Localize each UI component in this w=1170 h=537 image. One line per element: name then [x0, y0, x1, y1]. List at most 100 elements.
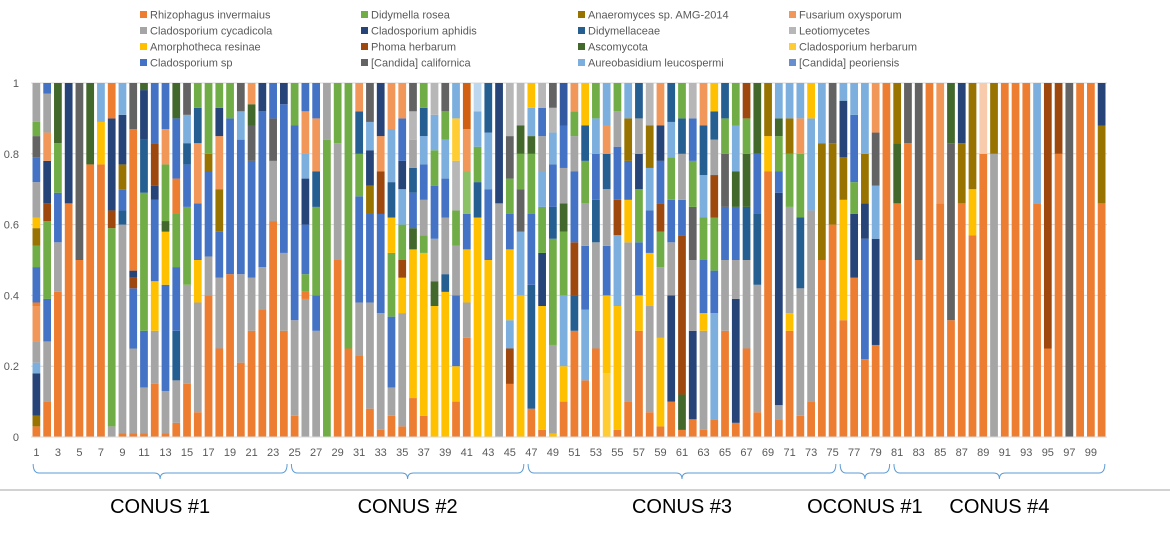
- bar-segment: [656, 203, 665, 232]
- bar-segment: [785, 206, 794, 314]
- bar-segment: [172, 83, 181, 119]
- bar-segment: [473, 146, 482, 183]
- bar-segment: [226, 274, 234, 437]
- bar-segment: [1097, 83, 1106, 126]
- bar-segment: [226, 118, 234, 275]
- x-tick-label: 51: [568, 447, 580, 459]
- sample-bar: [839, 83, 848, 437]
- bar-segment: [678, 235, 686, 395]
- bar-segment: [430, 238, 439, 282]
- x-tick-label: 85: [934, 447, 946, 459]
- sample-bar: [538, 83, 546, 437]
- bar-segment: [398, 224, 407, 260]
- bar-segment: [366, 83, 374, 122]
- bar-segment: [279, 104, 288, 253]
- bar-segment: [882, 83, 891, 437]
- bar-segment: [312, 83, 321, 119]
- bar-segment: [462, 129, 471, 172]
- bar-segment: [688, 160, 697, 207]
- bar-segment: [32, 341, 41, 363]
- bar-segment: [893, 143, 902, 204]
- bar-segment: [947, 320, 955, 437]
- bar-segment: [430, 83, 439, 115]
- sample-bar: [936, 83, 945, 437]
- bar-segment: [559, 231, 568, 296]
- sample-bar: [344, 83, 353, 437]
- bar-segment: [473, 217, 482, 437]
- bar-segment: [301, 298, 310, 437]
- bar-segment: [387, 182, 396, 218]
- bar-segment: [430, 306, 439, 437]
- bar-segment: [957, 83, 966, 144]
- bar-segment: [731, 422, 740, 437]
- legend-label: Aureobasidium leucospermi: [588, 58, 724, 70]
- bar-segment: [54, 291, 62, 437]
- bar-segment: [990, 153, 998, 438]
- legend-swatch: [361, 43, 368, 50]
- gridlines: [31, 82, 1107, 367]
- bar-segment: [742, 260, 751, 349]
- bar-segment: [161, 284, 170, 391]
- bar-segment: [570, 330, 579, 437]
- bar-segment: [871, 132, 880, 186]
- sample-bar: [678, 83, 686, 437]
- bar-segment: [753, 213, 762, 285]
- bar-segment: [678, 199, 686, 236]
- bar-segment: [968, 83, 977, 190]
- bar-segment: [312, 295, 321, 331]
- bar-segment: [183, 284, 191, 384]
- legend-label: Cladosporium herbarum: [799, 42, 917, 54]
- sample-bar: [699, 83, 708, 437]
- bar-segment: [710, 270, 719, 314]
- bar-segment: [204, 83, 213, 154]
- bar-segment: [570, 242, 579, 296]
- bar-segment: [140, 330, 148, 388]
- bar-segment: [785, 153, 794, 207]
- sample-bar: [624, 83, 633, 437]
- bar-segment: [742, 206, 751, 260]
- bar-segment: [796, 153, 805, 218]
- bar-segment: [301, 274, 310, 292]
- group: CONUS #1: [32, 463, 288, 518]
- sample-bar: [484, 83, 493, 437]
- sample-bar: [979, 83, 988, 438]
- bar-segment: [828, 143, 837, 225]
- sample-bar: [193, 83, 202, 437]
- bar-segment: [979, 153, 988, 438]
- sample-bar: [904, 83, 912, 437]
- bar-segment: [387, 316, 396, 388]
- group: CONUS #2: [290, 463, 525, 518]
- sample-bar: [290, 83, 299, 437]
- bar-segment: [570, 136, 579, 172]
- sample-bar: [1076, 83, 1084, 437]
- bar-segment: [333, 143, 342, 260]
- x-tick-label: 23: [267, 447, 279, 459]
- sample-bar: [226, 83, 234, 437]
- bar-segment: [688, 419, 697, 437]
- bar-segment: [861, 238, 869, 360]
- bar-segment: [32, 157, 41, 183]
- bar-segment: [269, 83, 277, 119]
- bar-segment: [193, 302, 202, 413]
- bar-segment: [667, 199, 676, 243]
- bar-segment: [721, 206, 729, 260]
- legend-swatch: [140, 59, 147, 66]
- bar-segment: [462, 302, 471, 338]
- x-tick-label: 95: [1042, 447, 1054, 459]
- bar-segment: [645, 125, 654, 168]
- bar-segment: [215, 136, 224, 190]
- x-tick-label: 79: [870, 447, 882, 459]
- bar-segment: [688, 206, 697, 260]
- bar-segment: [301, 178, 310, 225]
- bar-segment: [527, 408, 536, 437]
- bar-segment: [645, 210, 654, 253]
- sample-bar: [764, 83, 772, 437]
- bar-segment: [32, 426, 41, 437]
- sample-bar: [452, 83, 460, 437]
- bar-segment: [129, 129, 138, 271]
- bar-segment: [258, 309, 267, 437]
- bar-segment: [441, 217, 450, 275]
- bar-segment: [796, 288, 805, 416]
- bar-segment: [817, 83, 826, 144]
- bar-segment: [688, 330, 697, 420]
